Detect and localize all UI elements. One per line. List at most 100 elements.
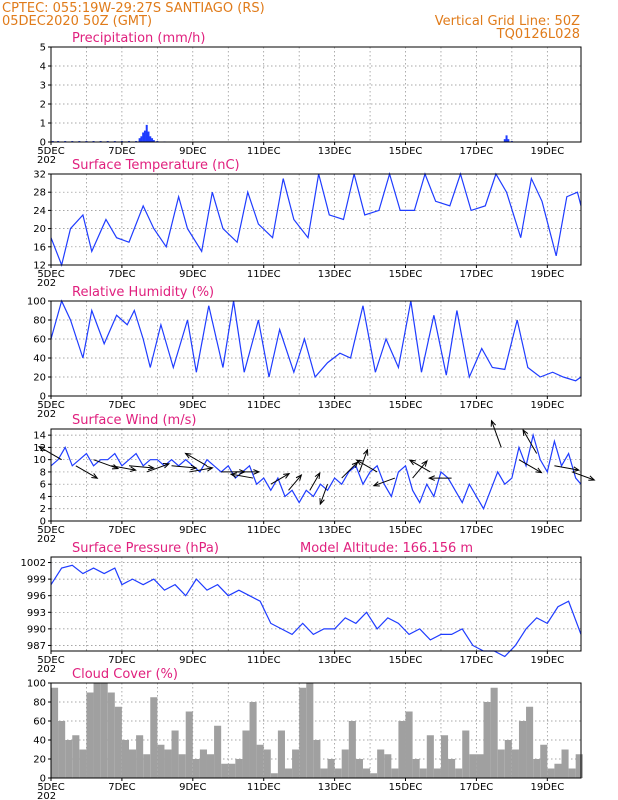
y-tick-label: 12 (33, 261, 46, 272)
bar (277, 730, 285, 778)
wind-arrow (427, 475, 452, 481)
y-tick-label: 12 (33, 443, 46, 454)
x-tick-label: 19DEC (530, 525, 564, 536)
wind-arrow-shaft (93, 459, 119, 470)
wind-arrow (571, 471, 596, 481)
bar (292, 749, 300, 778)
y-tick-label: 0 (40, 774, 46, 785)
bar (313, 740, 321, 778)
wind-arrow (518, 459, 543, 474)
x-tick-label: 5DEC (37, 655, 64, 666)
x-tick-label: 13DEC (318, 269, 352, 280)
bar (178, 754, 186, 778)
y-tick-label: 20 (33, 755, 46, 766)
x-tick-label: 9DEC (179, 525, 206, 536)
bar (192, 759, 200, 778)
bar (377, 749, 385, 778)
y-tick-label: 20 (33, 373, 46, 384)
wind-arrow-head (351, 461, 359, 468)
wind-arrow-head (372, 481, 380, 487)
x-tick-label: 11DEC (247, 146, 281, 157)
y-tick-label: 80 (33, 316, 46, 327)
y-tick-label: 4 (40, 62, 46, 73)
bar (164, 749, 172, 778)
bar (270, 773, 278, 778)
bar (143, 754, 151, 778)
wind-arrow-shaft (189, 467, 213, 473)
x-tick-label: 5DEC (37, 146, 64, 157)
wind-arrow-head (129, 466, 137, 472)
bar (476, 754, 484, 778)
bar (426, 735, 434, 778)
series-line (50, 299, 582, 382)
bar (114, 706, 122, 778)
wind-arrow-head (206, 466, 214, 472)
header-run-date: 05DEC2020 50Z (GMT) (2, 14, 152, 29)
wind-arrow-shaft (522, 429, 538, 454)
wind-arrow (372, 477, 396, 487)
x-tick-label: 9DEC (179, 400, 206, 411)
x-tick-label: 5DEC (37, 269, 64, 280)
bar (143, 130, 146, 142)
y-tick-label: 32 (33, 170, 46, 181)
y-tick-label: 990 (27, 624, 46, 635)
bar (152, 140, 155, 142)
panel-frame (50, 428, 582, 522)
bar (138, 138, 141, 142)
wind-arrow-head (535, 467, 543, 474)
bar (171, 730, 179, 778)
y-tick-label: 1 (40, 119, 46, 130)
x-tick-label: 15DEC (389, 269, 423, 280)
bar (547, 768, 555, 778)
header-grid-line: Vertical Grid Line: 50Z (435, 14, 580, 29)
x-tick-label: 11DEC (247, 400, 281, 411)
wind-arrow-shaft (75, 465, 98, 479)
wind-arrow-head (184, 452, 192, 459)
wind-arrow (309, 471, 321, 491)
wind-arrow-shaft (38, 446, 62, 461)
y-tick-label: 14 (33, 431, 46, 442)
bar (142, 132, 145, 142)
wind-arrow-head (490, 419, 496, 427)
bar (65, 740, 73, 778)
wind-arrow-shaft (319, 484, 328, 505)
bar (242, 730, 250, 778)
bar (391, 768, 399, 778)
wind-arrow (522, 428, 538, 454)
panel-annotation: Model Altitude: 166.156 m (300, 541, 473, 556)
bar (362, 768, 371, 778)
bar (505, 135, 508, 142)
wind-arrow (412, 459, 428, 479)
header-model: TQ0126L028 (496, 27, 580, 42)
wind-arrow (341, 461, 359, 479)
bar (151, 138, 154, 142)
bar (575, 754, 583, 778)
wind-arrow-head (522, 428, 529, 436)
wind-arrow-shaft (128, 465, 154, 469)
bar (145, 124, 148, 142)
bar (249, 702, 257, 778)
bar (507, 139, 510, 142)
header-station: CPTEC: 055:19W-29:27S SANTIAGO (RS) (2, 1, 265, 16)
x-tick-label: 13DEC (318, 655, 352, 666)
year-stub: 202 (37, 409, 56, 420)
x-tick-label: 15DEC (389, 146, 423, 157)
bar (554, 763, 562, 778)
wind-arrow (93, 459, 120, 470)
x-tick-label: 7DEC (108, 525, 135, 536)
wind-arrow-shaft (111, 465, 136, 471)
bar (503, 139, 506, 142)
bar (86, 692, 94, 778)
panel-pressure: Surface Pressure (hPa) Model Altitude: 16… (21, 541, 582, 675)
wind-arrow (111, 465, 137, 472)
y-tick-label: 60 (33, 335, 46, 346)
year-stub: 202 (37, 278, 56, 289)
x-tick-label: 7DEC (108, 782, 135, 793)
x-tick-label: 17DEC (460, 269, 494, 280)
bar (299, 687, 307, 778)
y-tick-label: 993 (27, 608, 46, 619)
wind-arrow-shaft (185, 452, 208, 467)
bar (150, 697, 158, 778)
x-tick-label: 5DEC (37, 400, 64, 411)
